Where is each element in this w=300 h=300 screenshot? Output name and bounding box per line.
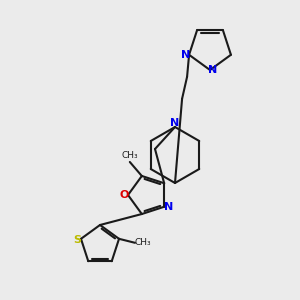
Text: N: N — [182, 50, 191, 60]
Text: O: O — [119, 190, 129, 200]
Text: N: N — [208, 65, 217, 75]
Text: CH₃: CH₃ — [122, 152, 138, 160]
Text: S: S — [73, 235, 81, 245]
Text: N: N — [164, 202, 173, 212]
Text: CH₃: CH₃ — [135, 238, 151, 247]
Text: N: N — [170, 118, 180, 128]
